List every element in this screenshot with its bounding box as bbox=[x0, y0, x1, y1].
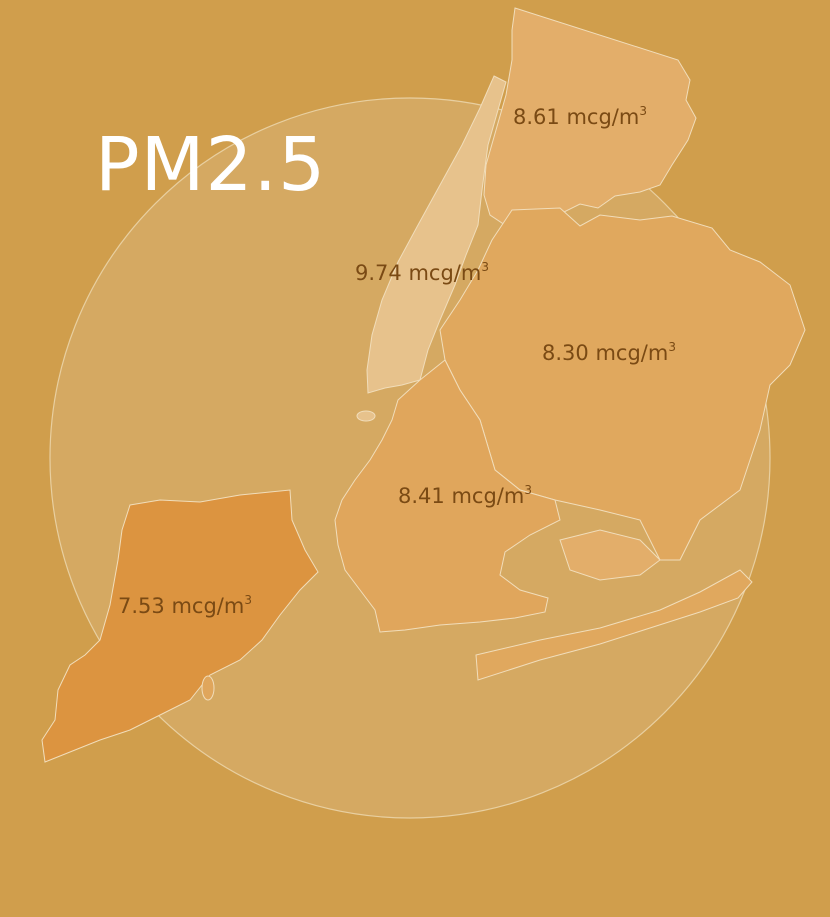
staten-island-label: 7.53 mcg/m3 bbox=[118, 593, 252, 618]
small-island bbox=[356, 410, 376, 422]
rockaway-peninsula bbox=[475, 569, 753, 681]
queens-label: 8.30 mcg/m3 bbox=[542, 340, 676, 365]
manhattan-label: 9.74 mcg/m3 bbox=[355, 260, 489, 285]
jamaica-bay-islands bbox=[559, 529, 661, 581]
borough-staten-island[interactable] bbox=[41, 489, 319, 763]
borough-bronx[interactable] bbox=[483, 7, 697, 226]
borough-manhattan[interactable] bbox=[366, 75, 507, 394]
bronx-label: 8.61 mcg/m3 bbox=[513, 104, 647, 129]
page-title: PM2.5 bbox=[95, 122, 327, 208]
borough-brooklyn[interactable] bbox=[334, 359, 561, 633]
brooklyn-label: 8.41 mcg/m3 bbox=[398, 483, 532, 508]
small-island bbox=[201, 675, 215, 701]
